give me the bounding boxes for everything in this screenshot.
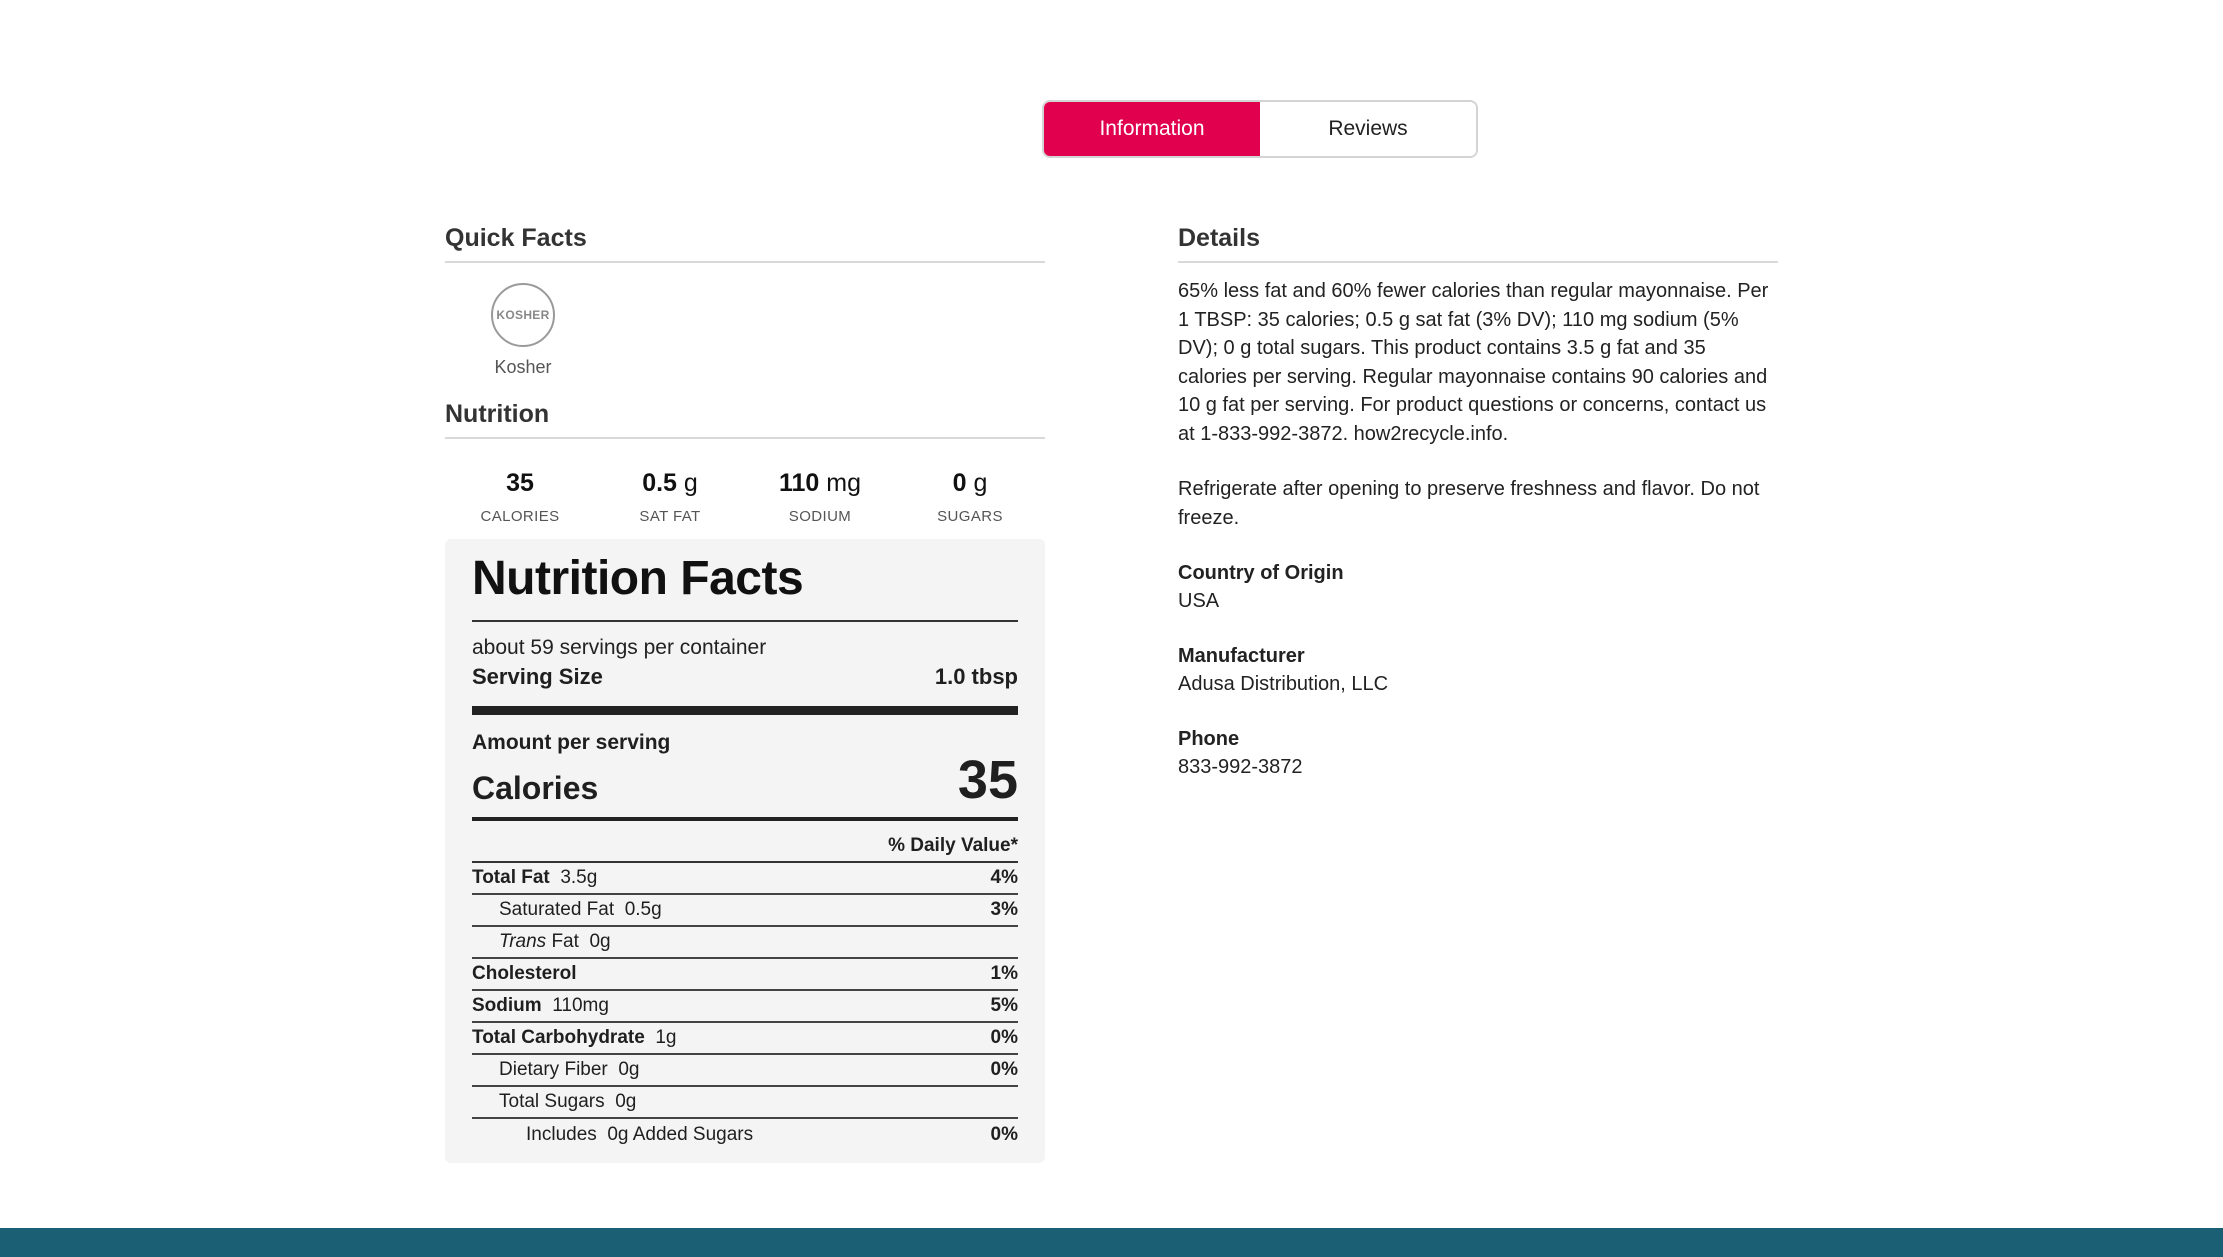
daily-value-header: % Daily Value* — [472, 821, 1018, 863]
nutrient-daily-value: 0% — [990, 1059, 1018, 1080]
stat-calories: 35 CALORIES — [445, 469, 595, 525]
stat-label: SAT FAT — [639, 508, 701, 525]
field-value: Adusa Distribution, LLC — [1178, 673, 1389, 695]
stat-sodium: 110 mg SODIUM — [745, 469, 895, 525]
divider — [472, 706, 1018, 715]
nutrient-amount: 0g — [615, 1091, 637, 1112]
stat-label: SODIUM — [788, 508, 852, 525]
nutrient-row: Total Fat 3.5g 4% — [472, 863, 1018, 895]
nutrient-row: Total Sugars 0g — [472, 1087, 1018, 1119]
stat-value: 35 — [506, 469, 534, 497]
nutrient-label: Total Fat — [472, 867, 550, 888]
nutrition-title: Nutrition — [445, 400, 1045, 439]
stat-unit: g — [683, 469, 698, 497]
nutrient-label: Includes — [526, 1124, 597, 1145]
nutrient-amount: 3.5g — [560, 867, 598, 888]
nutrient-daily-value: 1% — [990, 963, 1018, 984]
stat-value: 0 — [952, 469, 967, 497]
nutrient-name: Trans Fat 0g — [472, 931, 611, 953]
nutrient-name: Includes 0g Added Sugars — [472, 1124, 753, 1146]
nutrient-daily-value: 3% — [990, 899, 1018, 920]
nutrient-row: Dietary Fiber 0g 0% — [472, 1055, 1018, 1087]
nutrient-amount: 0g — [589, 931, 611, 952]
serving-size-value: 1.0 tbsp — [934, 664, 1018, 689]
nutrient-daily-value: 0% — [990, 1124, 1018, 1145]
stat-unit: mg — [826, 469, 862, 497]
nutrient-label: Saturated Fat — [499, 899, 615, 920]
calories-label: Calories — [472, 770, 599, 806]
amount-per-serving: Amount per serving — [472, 731, 671, 754]
field-label: Country of Origin — [1178, 562, 1344, 584]
nutrient-daily-value: 5% — [990, 995, 1018, 1016]
nutrient-amount: 110mg — [552, 995, 609, 1016]
serving-size-row: Serving Size 1.0 tbsp — [472, 664, 1018, 690]
field-phone: Phone 833-992-3872 — [1178, 725, 1778, 781]
nutrient-name: Total Carbohydrate 1g — [472, 1027, 676, 1049]
nutrient-name: Total Fat 3.5g — [472, 867, 597, 889]
divider — [472, 620, 1018, 622]
nutrient-name: Sodium 110mg — [472, 995, 609, 1017]
left-column: Quick Facts KOSHER Kosher Nutrition 35 C… — [445, 224, 1045, 1163]
nutrient-amount: 0.5g — [624, 899, 662, 920]
field-value: 833-992-3872 — [1178, 756, 1303, 778]
stat-label: SUGARS — [937, 508, 1003, 525]
field-manufacturer: Manufacturer Adusa Distribution, LLC — [1178, 642, 1778, 698]
stat-value: 0.5 — [642, 469, 677, 497]
nutrient-name: Saturated Fat 0.5g — [472, 899, 662, 921]
stat-label: CALORIES — [480, 508, 560, 525]
nutrient-label: Trans — [499, 931, 547, 952]
nutrient-daily-value: 0% — [990, 1027, 1018, 1048]
serving-size-label: Serving Size — [472, 664, 603, 689]
tab-information[interactable]: Information — [1044, 102, 1260, 156]
nutrient-label: Total Carbohydrate — [472, 1027, 645, 1048]
info-tabs: Information Reviews — [1042, 100, 1478, 158]
tab-reviews[interactable]: Reviews — [1260, 102, 1476, 156]
details-storage: Refrigerate after opening to preserve fr… — [1178, 478, 1760, 529]
nutrition-summary: 35 CALORIES 0.5 g SAT FAT 110 mg SODIUM … — [445, 469, 1045, 525]
stat-sugars: 0 g SUGARS — [895, 469, 1045, 525]
kosher-label: Kosher — [494, 357, 552, 377]
nutrient-row: Trans Fat 0g — [472, 927, 1018, 959]
nutrient-name: Dietary Fiber 0g — [472, 1059, 639, 1081]
nutrition-facts-panel: Nutrition Facts about 59 servings per co… — [445, 539, 1045, 1163]
nutrient-row: Sodium 110mg 5% — [472, 991, 1018, 1023]
nutrient-row: Saturated Fat 0.5g 3% — [472, 895, 1018, 927]
field-label: Manufacturer — [1178, 645, 1305, 667]
servings-per-container: about 59 servings per container — [472, 636, 767, 659]
nutrient-rows: Total Fat 3.5g 4% Saturated Fat 0.5g 3% Tran… — [472, 863, 1018, 1151]
nutrient-row: Total Carbohydrate 1g 0% — [472, 1023, 1018, 1055]
field-value: USA — [1178, 590, 1220, 612]
stat-sat-fat: 0.5 g SAT FAT — [595, 469, 745, 525]
nutrient-label: Total Sugars — [499, 1091, 605, 1112]
nutrient-amount: 0g Added Sugars — [607, 1124, 754, 1145]
calories-row: Calories 35 — [472, 753, 1018, 807]
divider — [472, 817, 1018, 821]
calories-value: 35 — [957, 750, 1018, 810]
nutrient-name: Total Sugars 0g — [472, 1091, 636, 1113]
nutrient-label: Sodium — [472, 995, 542, 1016]
nutrient-amount: 1g — [655, 1027, 677, 1048]
stat-unit: g — [973, 469, 988, 497]
field-country-of-origin: Country of Origin USA — [1178, 559, 1778, 615]
nutrient-amount: 0g — [618, 1059, 640, 1080]
nutrient-label-suffix: Fat — [551, 931, 579, 952]
nutrient-label: Cholesterol — [472, 963, 577, 984]
quick-facts-title: Quick Facts — [445, 224, 1045, 263]
nutrient-row: Cholesterol 1% — [472, 959, 1018, 991]
details-title: Details — [1178, 224, 1778, 263]
kosher-icon: KOSHER — [491, 283, 555, 347]
nutrient-row: Includes 0g Added Sugars 0% — [472, 1119, 1018, 1151]
nutrient-name: Cholesterol — [472, 963, 577, 985]
details-body: 65% less fat and 60% fewer calories than… — [1178, 277, 1778, 781]
stat-value: 110 — [778, 469, 820, 497]
nutrient-daily-value: 4% — [990, 867, 1018, 888]
right-column: Details 65% less fat and 60% fewer calor… — [1178, 224, 1778, 808]
nutrition-facts-title: Nutrition Facts — [472, 552, 804, 605]
nutrient-label: Dietary Fiber — [499, 1059, 608, 1080]
field-label: Phone — [1178, 728, 1240, 750]
page-footer — [0, 1228, 2223, 1257]
details-description: 65% less fat and 60% fewer calories than… — [1178, 280, 1769, 445]
kosher-badge: KOSHER Kosher — [473, 283, 573, 378]
